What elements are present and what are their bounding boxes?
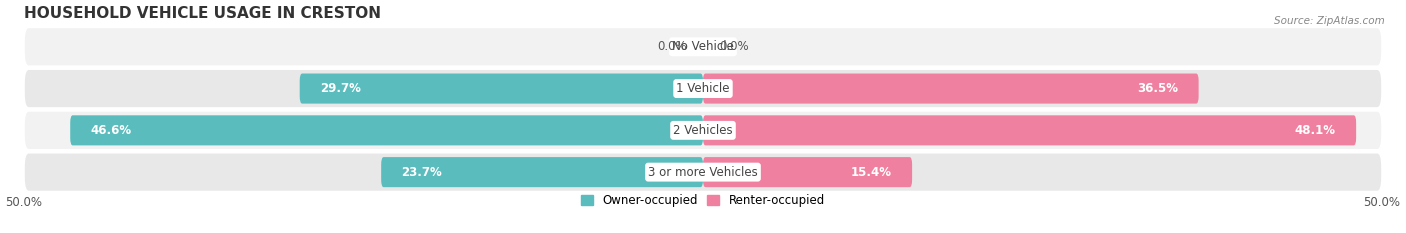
Text: 0.0%: 0.0%	[720, 40, 749, 53]
FancyBboxPatch shape	[24, 69, 1382, 108]
FancyBboxPatch shape	[381, 157, 703, 187]
FancyBboxPatch shape	[299, 74, 703, 104]
Text: No Vehicle: No Vehicle	[672, 40, 734, 53]
Text: 36.5%: 36.5%	[1137, 82, 1178, 95]
Text: HOUSEHOLD VEHICLE USAGE IN CRESTON: HOUSEHOLD VEHICLE USAGE IN CRESTON	[24, 6, 381, 21]
FancyBboxPatch shape	[24, 111, 1382, 150]
FancyBboxPatch shape	[70, 115, 703, 145]
Text: 29.7%: 29.7%	[321, 82, 361, 95]
Text: 15.4%: 15.4%	[851, 166, 891, 179]
Text: 0.0%: 0.0%	[657, 40, 686, 53]
Text: 46.6%: 46.6%	[90, 124, 132, 137]
FancyBboxPatch shape	[24, 152, 1382, 192]
Text: 48.1%: 48.1%	[1295, 124, 1336, 137]
FancyBboxPatch shape	[703, 115, 1357, 145]
Text: Source: ZipAtlas.com: Source: ZipAtlas.com	[1274, 16, 1385, 26]
FancyBboxPatch shape	[24, 27, 1382, 66]
FancyBboxPatch shape	[703, 74, 1199, 104]
Text: 3 or more Vehicles: 3 or more Vehicles	[648, 166, 758, 179]
Text: 2 Vehicles: 2 Vehicles	[673, 124, 733, 137]
Text: 1 Vehicle: 1 Vehicle	[676, 82, 730, 95]
Legend: Owner-occupied, Renter-occupied: Owner-occupied, Renter-occupied	[581, 194, 825, 207]
FancyBboxPatch shape	[703, 157, 912, 187]
Text: 23.7%: 23.7%	[402, 166, 443, 179]
